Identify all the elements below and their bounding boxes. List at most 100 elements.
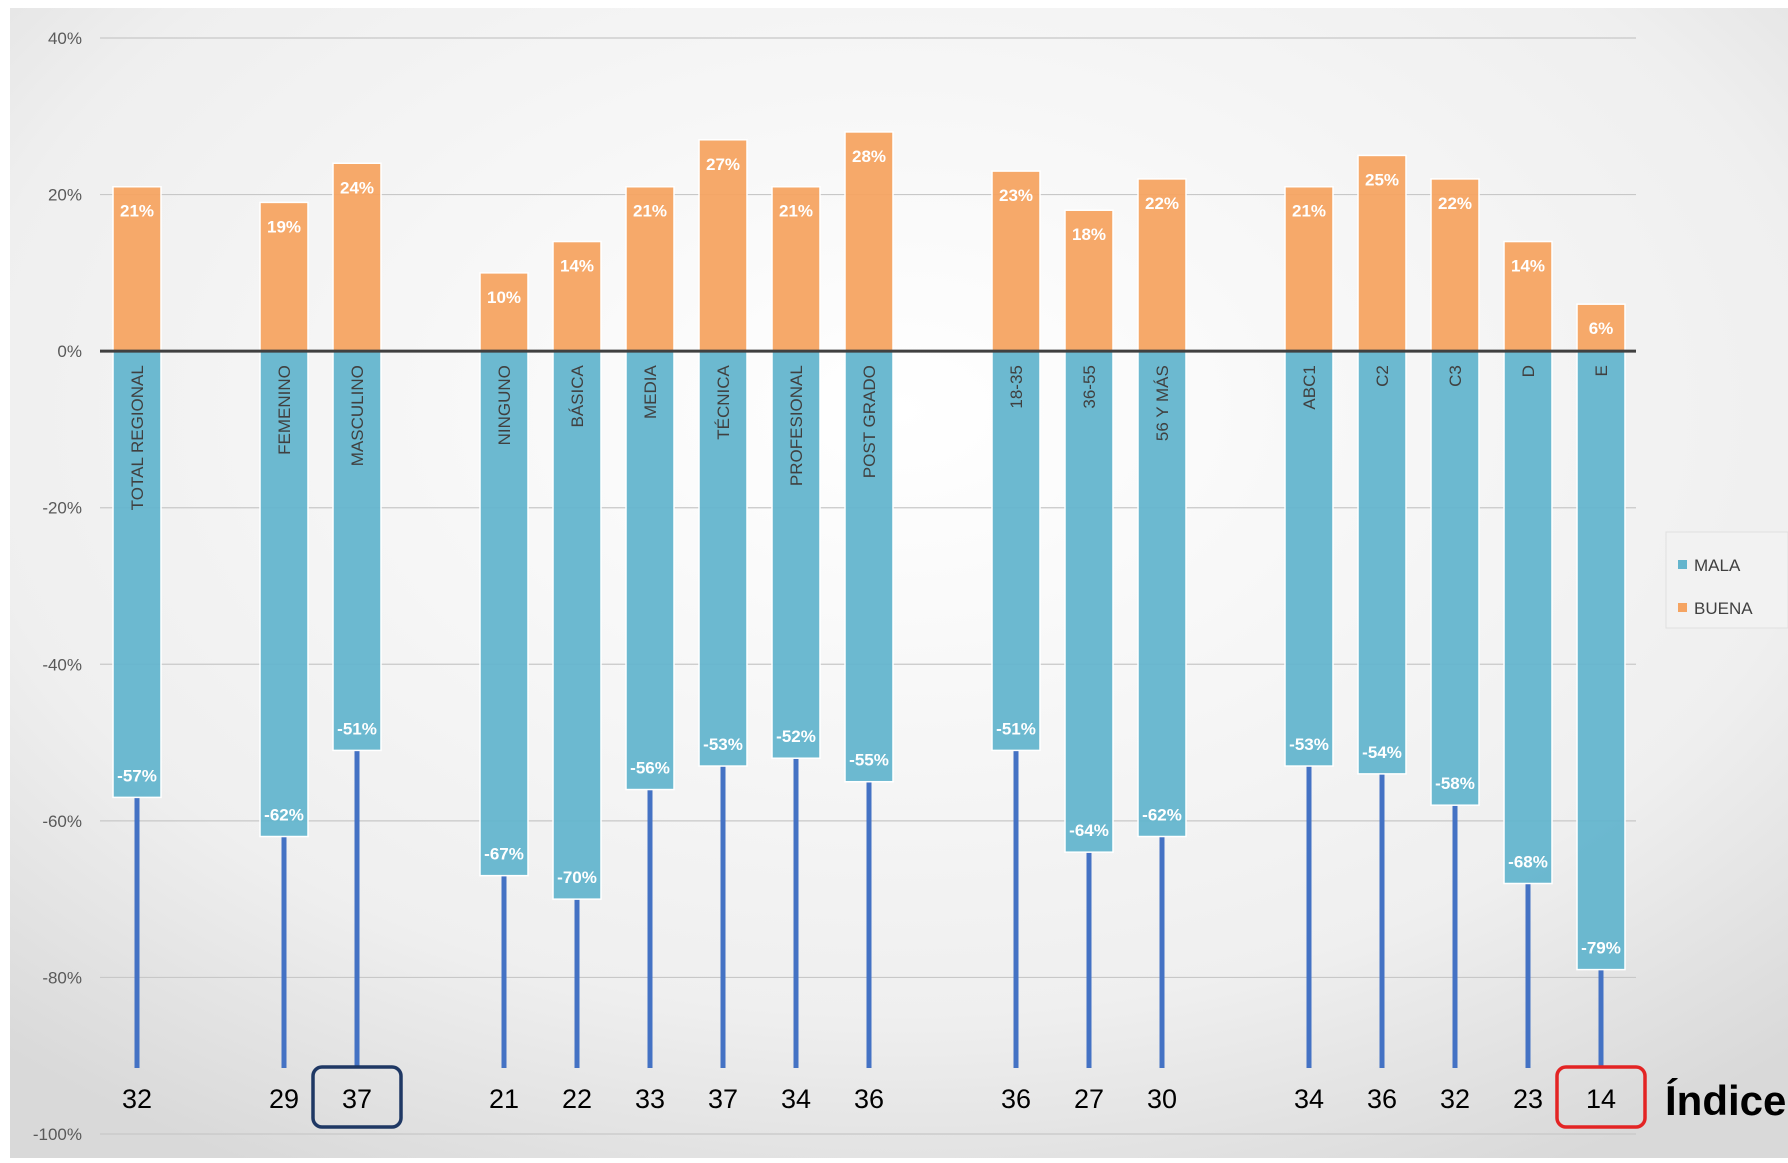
bar-buena xyxy=(479,272,529,352)
category-label: NINGUNO xyxy=(495,365,514,445)
data-label-buena: 21% xyxy=(120,202,154,221)
index-title: Índice xyxy=(1665,1077,1786,1124)
index-value: 36 xyxy=(1367,1084,1397,1114)
y-tick-label: -100% xyxy=(33,1125,82,1144)
category-label: MEDIA xyxy=(641,364,660,419)
data-label-buena: 21% xyxy=(1292,202,1326,221)
index-value: 14 xyxy=(1586,1084,1616,1114)
data-label-mala: -68% xyxy=(1508,852,1548,871)
category-label: TÉCNICA xyxy=(714,364,733,439)
bar-mala xyxy=(332,350,382,752)
data-label-buena: 19% xyxy=(267,217,301,236)
category-label: D xyxy=(1519,365,1538,377)
category-label: 56 Y MÁS xyxy=(1153,365,1172,441)
data-label-mala: -64% xyxy=(1069,821,1109,840)
bar-buena xyxy=(112,185,162,352)
bar-mala xyxy=(259,350,309,838)
index-highlight-box xyxy=(1555,1065,1647,1129)
bar-buena xyxy=(625,185,675,352)
y-tick-label: -80% xyxy=(42,968,82,987)
legend-swatch-buena xyxy=(1678,603,1687,612)
index-value: 23 xyxy=(1513,1084,1543,1114)
y-tick-label: 20% xyxy=(48,186,82,205)
index-value: 21 xyxy=(489,1084,519,1114)
bar-mala xyxy=(1284,350,1334,767)
data-label-buena: 22% xyxy=(1438,194,1472,213)
data-label-buena: 28% xyxy=(852,147,886,166)
bar-buena xyxy=(1503,240,1553,352)
data-label-buena: 27% xyxy=(706,155,740,174)
index-value: 36 xyxy=(854,1084,884,1114)
index-value: 34 xyxy=(781,1084,811,1114)
bar-mala xyxy=(844,350,894,783)
data-label-buena: 14% xyxy=(1511,257,1545,276)
data-label-mala: -54% xyxy=(1362,743,1402,762)
category-label: MASCULINO xyxy=(348,365,367,466)
data-label-mala: -57% xyxy=(117,766,157,785)
data-label-mala: -51% xyxy=(996,719,1036,738)
data-label-buena: 24% xyxy=(340,178,374,197)
index-highlight-box xyxy=(311,1065,403,1129)
category-label: 36-55 xyxy=(1080,365,1099,408)
category-label: E xyxy=(1592,365,1611,376)
bar-buena xyxy=(1137,178,1187,352)
data-label-mala: -51% xyxy=(337,719,377,738)
index-value: 37 xyxy=(342,1084,372,1114)
bar-mala xyxy=(1357,350,1407,775)
bar-mala xyxy=(552,350,602,900)
bar-mala xyxy=(1576,350,1626,971)
data-label-mala: -53% xyxy=(1289,735,1329,754)
index-value: 29 xyxy=(269,1084,299,1114)
category-label: BÁSICA xyxy=(568,364,587,427)
data-label-buena: 22% xyxy=(1145,194,1179,213)
category-label: PROFESIONAL xyxy=(787,365,806,486)
bar-mala xyxy=(1503,350,1553,885)
data-label-mala: -70% xyxy=(557,868,597,887)
category-label: C2 xyxy=(1373,365,1392,387)
bar-buena xyxy=(552,240,602,352)
index-value: 27 xyxy=(1074,1084,1104,1114)
y-tick-label: 0% xyxy=(57,342,82,361)
bar-buena xyxy=(771,185,821,352)
category-label: C3 xyxy=(1446,365,1465,387)
index-value: 32 xyxy=(1440,1084,1470,1114)
bar-buena xyxy=(1284,185,1334,352)
bar-mala xyxy=(991,350,1041,752)
bar-mala xyxy=(1064,350,1114,853)
category-label: TOTAL REGIONAL xyxy=(128,365,147,510)
data-label-mala: -55% xyxy=(849,751,889,770)
bar-buena xyxy=(1357,154,1407,352)
data-label-buena: 18% xyxy=(1072,225,1106,244)
bar-mala xyxy=(698,350,748,767)
category-label: 18-35 xyxy=(1007,365,1026,408)
data-label-mala: -53% xyxy=(703,735,743,754)
data-label-buena: 10% xyxy=(487,288,521,307)
data-label-mala: -62% xyxy=(264,806,304,825)
bar-buena xyxy=(1064,209,1114,352)
bar-buena xyxy=(259,201,309,352)
data-label-mala: -62% xyxy=(1142,806,1182,825)
bar-mala xyxy=(771,350,821,759)
y-tick-label: -20% xyxy=(42,499,82,518)
index-value: 32 xyxy=(122,1084,152,1114)
y-tick-label: -60% xyxy=(42,812,82,831)
bar-mala xyxy=(1137,350,1187,838)
bar-mala xyxy=(479,350,529,877)
index-value: 22 xyxy=(562,1084,592,1114)
y-tick-label: 40% xyxy=(48,29,82,48)
data-label-buena: 21% xyxy=(779,202,813,221)
data-label-mala: -56% xyxy=(630,759,670,778)
index-value: 37 xyxy=(708,1084,738,1114)
data-label-buena: 14% xyxy=(560,257,594,276)
data-label-mala: -79% xyxy=(1581,939,1621,958)
category-label: ABC1 xyxy=(1300,365,1319,409)
index-value: 30 xyxy=(1147,1084,1177,1114)
data-label-buena: 21% xyxy=(633,202,667,221)
bar-buena xyxy=(332,162,382,352)
legend-label-mala: MALA xyxy=(1694,556,1741,575)
legend-label-buena: BUENA xyxy=(1694,599,1753,618)
bar-buena xyxy=(1576,303,1626,352)
index-value: 36 xyxy=(1001,1084,1031,1114)
data-label-buena: 25% xyxy=(1365,170,1399,189)
